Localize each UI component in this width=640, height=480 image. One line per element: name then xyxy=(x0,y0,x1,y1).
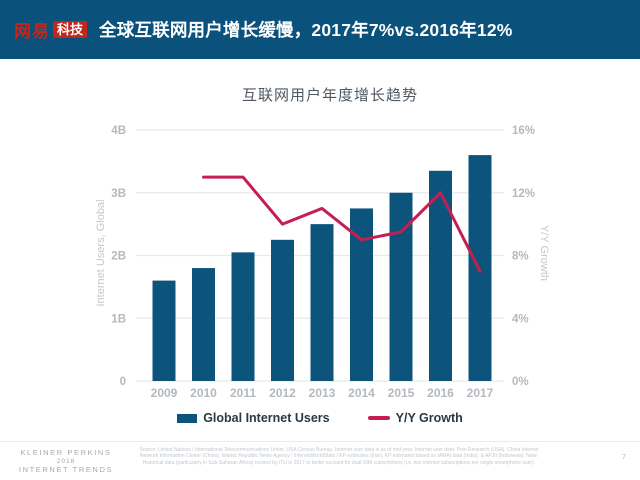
x-axis-label-2015: 2015 xyxy=(388,386,415,400)
x-axis-label-2009: 2009 xyxy=(151,386,178,400)
x-axis-label-2010: 2010 xyxy=(190,386,217,400)
slide-headline: 全球互联网用户增长缓慢，2017年7%vs.2016年12% xyxy=(99,20,513,40)
netease-logo-text: 网易 xyxy=(14,22,50,41)
line-swatch-icon xyxy=(367,416,390,420)
left-axis-tick: 0 xyxy=(120,376,126,388)
bar-2013 xyxy=(310,224,334,381)
brand-line-1: KLEINER PERKINS xyxy=(20,448,112,457)
bar-2011 xyxy=(231,252,255,381)
brand-line-3: INTERNET TRENDS xyxy=(18,464,114,474)
left-axis-tick: 2B xyxy=(111,251,126,263)
source-note: Source: United Nations / International T… xyxy=(139,447,539,466)
x-axis-label-2012: 2012 xyxy=(269,386,296,400)
chart-title: 互联网用户年度增长趋势 xyxy=(241,87,418,104)
kleiner-perkins-brand: KLEINER PERKINS 2018 INTERNET TRENDS xyxy=(8,448,124,474)
bar-2012 xyxy=(271,239,294,381)
brand-line-2: 2018 xyxy=(56,457,76,465)
bar-2016 xyxy=(429,170,452,381)
chart-legend: Global Internet Users Y/Y Growth xyxy=(0,408,640,428)
legend-label-users: Global Internet Users xyxy=(203,411,330,425)
left-axis-tick: 4B xyxy=(111,125,126,137)
left-axis-title: Internet Users, Global xyxy=(95,200,107,307)
x-axis-label-2011: 2011 xyxy=(230,386,256,400)
bar-2009 xyxy=(152,280,176,381)
right-axis-tick: 8% xyxy=(512,251,529,263)
footer: KLEINER PERKINS 2018 INTERNET TRENDS Sou… xyxy=(0,441,640,480)
right-axis-tick: 16% xyxy=(512,125,535,137)
x-axis-label-2013: 2013 xyxy=(309,386,336,400)
netease-tech-logo: 网易 科技 xyxy=(14,17,88,42)
legend-label-growth: Y/Y Growth xyxy=(395,411,463,425)
x-axis-label-2014: 2014 xyxy=(348,386,375,400)
legend-item-users: Global Internet Users xyxy=(177,411,330,425)
header-bar: 网易 科技 全球互联网用户增长缓慢，2017年7%vs.2016年12% xyxy=(0,0,640,59)
x-axis-label-2017: 2017 xyxy=(467,386,494,400)
left-axis-tick: 3B xyxy=(111,188,126,200)
legend-item-growth: Y/Y Growth xyxy=(367,411,463,425)
bar-2014 xyxy=(350,208,373,381)
bar-swatch-icon xyxy=(177,413,198,423)
x-axis-label-2016: 2016 xyxy=(427,386,454,400)
bar-2010 xyxy=(192,268,215,381)
left-axis-tick: 1B xyxy=(111,313,126,325)
right-axis-tick: 0% xyxy=(512,376,529,388)
right-axis-tick: 4% xyxy=(512,313,529,325)
right-axis-title: Y/Y Growth xyxy=(538,225,550,281)
right-axis-tick: 12% xyxy=(512,188,535,200)
growth-line xyxy=(202,175,482,273)
page-number: 7 xyxy=(621,452,626,461)
bar-2015 xyxy=(389,192,413,381)
tech-logo-badge: 科技 xyxy=(53,21,88,38)
